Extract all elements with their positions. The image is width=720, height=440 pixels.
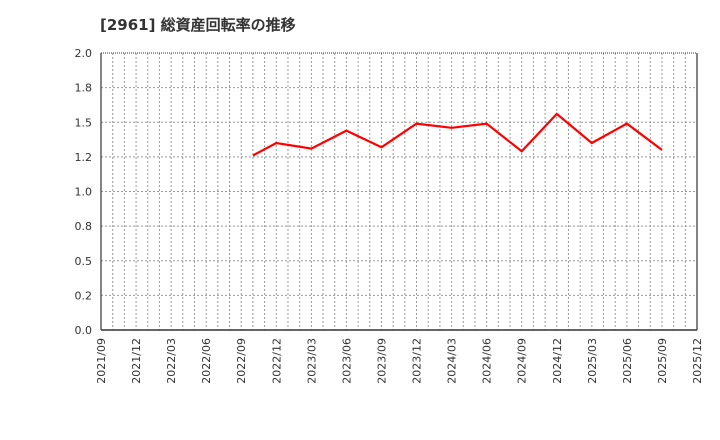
y-tick-label: 1.0	[75, 186, 93, 199]
x-tick-label: 2024/03	[446, 338, 459, 384]
y-tick-label: 1.5	[75, 116, 93, 129]
y-tick-label: 0.2	[75, 289, 93, 302]
x-tick-label: 2023/12	[411, 338, 424, 384]
x-tick-label: 2022/09	[235, 338, 248, 384]
x-tick-label: 2025/06	[621, 338, 634, 384]
y-tick-label: 2.0	[75, 47, 93, 60]
y-tick-label: 1.2	[75, 151, 93, 164]
x-axis-ticks: 2021/09 2021/12 2022/03 2022/06 2022/09 2022/…	[95, 338, 704, 384]
x-tick-label: 2025/12	[691, 338, 704, 384]
x-tick-label: 2022/06	[200, 338, 213, 384]
x-tick-label: 2024/12	[551, 338, 564, 384]
x-tick-label: 2023/09	[375, 338, 388, 384]
x-tick-label: 2023/06	[340, 338, 353, 384]
x-tick-label: 2024/06	[481, 338, 494, 384]
x-tick-label: 2025/09	[656, 338, 669, 384]
x-tick-label: 2025/03	[586, 338, 599, 384]
x-tick-label: 2023/03	[305, 338, 318, 384]
y-axis-ticks: 0.0 0.2 0.5 0.8 1.0 1.2 1.5 1.8 2.0	[75, 47, 93, 337]
x-tick-label: 2024/09	[516, 338, 529, 384]
grid-lines	[101, 53, 697, 330]
y-tick-label: 0.0	[75, 324, 93, 337]
x-tick-label: 2021/12	[130, 338, 143, 384]
chart-title: [2961] 総資産回転率の推移	[100, 16, 296, 34]
y-tick-label: 0.8	[75, 220, 93, 233]
x-tick-label: 2022/03	[165, 338, 178, 384]
x-tick-label: 2021/09	[95, 338, 108, 384]
y-tick-label: 1.8	[75, 82, 93, 95]
x-tick-label: 2022/12	[270, 338, 283, 384]
series-line-total-asset-turnover	[252, 112, 663, 157]
y-tick-label: 0.5	[75, 255, 93, 268]
axes	[100, 52, 698, 331]
